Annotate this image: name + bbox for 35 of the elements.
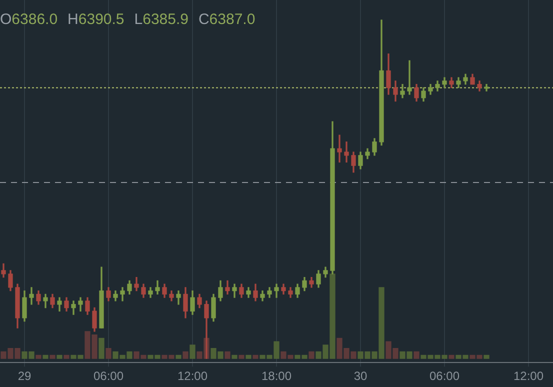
bar (56, 354, 62, 359)
candlestick (337, 134, 342, 162)
x-tick-label: 12:00 (177, 369, 208, 384)
bar (176, 354, 182, 359)
bar (252, 354, 258, 359)
bar (414, 351, 420, 359)
x-tick-label: 06:00 (93, 369, 124, 384)
bar (484, 354, 490, 359)
candlestick (484, 84, 489, 92)
bar (98, 338, 104, 359)
candlestick (407, 60, 412, 95)
bar (246, 354, 252, 359)
annotation: L6385.9 (134, 11, 188, 28)
bar (42, 354, 48, 359)
bar (106, 348, 112, 359)
bar (190, 344, 196, 359)
candlestick (344, 142, 349, 162)
annotation: C6387.0 (198, 11, 256, 28)
bar (308, 351, 314, 359)
x-tick-label: 29 (18, 369, 32, 384)
bar (224, 351, 230, 359)
bar (64, 354, 70, 359)
x-tick-label: 18:00 (261, 369, 292, 384)
candlestick (29, 287, 34, 305)
x-tick-label: 12:00 (513, 369, 544, 384)
annotation: O6386.0 (0, 11, 58, 28)
x-tick-label: 30 (354, 369, 368, 384)
bar (50, 354, 56, 359)
x-tick-label: 06:00 (429, 369, 460, 384)
bar (238, 354, 244, 359)
bar (182, 351, 188, 359)
bar (448, 354, 454, 359)
annotation: H6390.5 (68, 11, 124, 28)
bar (36, 354, 42, 359)
bar (232, 354, 238, 359)
